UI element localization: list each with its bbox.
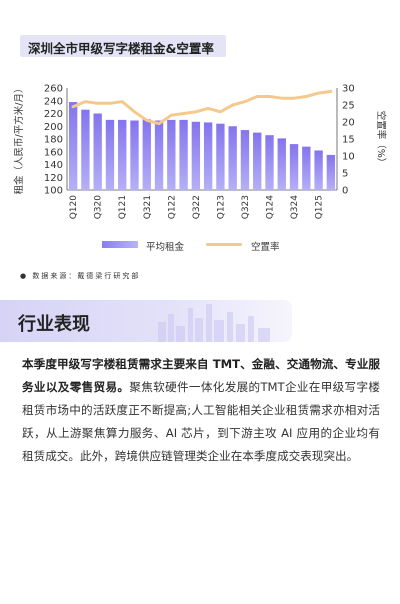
section-banner: 行业表现 [0,300,292,342]
vacancy-line [71,89,333,126]
y-right-tick-label: 5 [342,169,348,180]
rent-bar [142,119,151,190]
legend-line-swatch [206,243,242,246]
chart-title-background [20,35,226,57]
rent-bar [68,102,78,190]
rent-bar [179,119,188,190]
rent-vacancy-chart: 100120140160180200220240260051015202530Q… [13,84,387,220]
chart-title: 深圳全市甲级写字楼租金&空置率 [28,41,214,56]
y-left-tick-label: 200 [44,122,63,133]
rent-bar [154,120,164,190]
x-tick-label: Q121 [118,195,128,219]
rent-bar [191,121,201,190]
rent-bar [253,132,262,190]
paragraph-body: 聚焦软硬件一体化发展的TMT企业在甲级写字楼租赁市场中的活跃度正不断提高;人工智… [22,380,380,463]
y-right-tick-label: 15 [342,135,355,146]
x-tick-label: Q125 [315,195,325,219]
rent-bar [228,126,237,190]
rent-bar [326,154,336,190]
x-tick-label: Q123 [216,195,226,219]
section-title: 行业表现 [18,314,90,335]
industry-paragraph: 本季度甲级写字楼租赁需求主要来自 TMT、金融、交通物流、专业服务业以及零售贸易… [22,353,380,468]
y-left-tick-label: 160 [44,147,63,158]
legend-bar-swatch [102,241,138,248]
rent-bar [118,119,127,190]
y-left-tick-label: 100 [44,186,63,197]
paragraph-lead: 本季度甲级写字楼租赁需求主要来自 TMT、金融、交通物流、专业服务业以及零售贸易… [22,357,380,394]
x-tick-label: Q120 [69,195,79,220]
y-right-tick-label: 10 [342,152,355,163]
y-right-tick-label: 0 [342,186,348,197]
y-left-axis-title: 租金（人民币/平方米/月） [13,84,25,195]
bullet-icon: ● [20,272,29,280]
x-tick-label: Q320 [94,195,104,220]
x-tick-label: Q321 [143,195,153,219]
x-tick-label: Q324 [290,195,300,220]
y-left-tick-label: 240 [44,96,63,107]
x-tick-label: Q322 [192,195,202,219]
y-right-tick-label: 20 [342,118,355,129]
y-left-tick-label: 220 [44,109,63,120]
legend-bar-label: 平均租金 [146,242,185,253]
data-source-text: 数据来源：戴德梁行研究部 [32,272,141,280]
y-right-tick-label: 25 [342,101,355,112]
y-left-tick-label: 180 [44,135,63,146]
y-right-axis-title: 空置率（%） [375,111,387,168]
rent-bar [277,138,286,190]
rent-bar [314,150,323,190]
y-left-tick-label: 120 [44,173,63,184]
rent-bar [265,135,274,190]
rent-bar [93,113,102,190]
y-left-tick-label: 140 [44,160,63,171]
rent-bar [167,119,176,190]
rent-bar [130,120,139,190]
city-skyline-icon [158,304,270,342]
data-source-note: ● 数据来源：戴德梁行研究部 [20,271,140,281]
y-left-tick-label: 260 [44,84,63,95]
y-right-tick-label: 30 [342,84,355,95]
rent-bar [216,123,225,190]
x-tick-label: Q124 [266,195,276,220]
rent-bar [302,146,311,190]
legend-line-label: 空置率 [251,242,280,253]
rent-bar [203,122,213,190]
rent-bar [289,144,299,190]
rent-bar [81,109,90,190]
x-tick-label: Q122 [167,195,177,219]
rent-bar [105,119,115,190]
rent-bar [240,130,250,190]
x-tick-label: Q323 [241,195,251,219]
